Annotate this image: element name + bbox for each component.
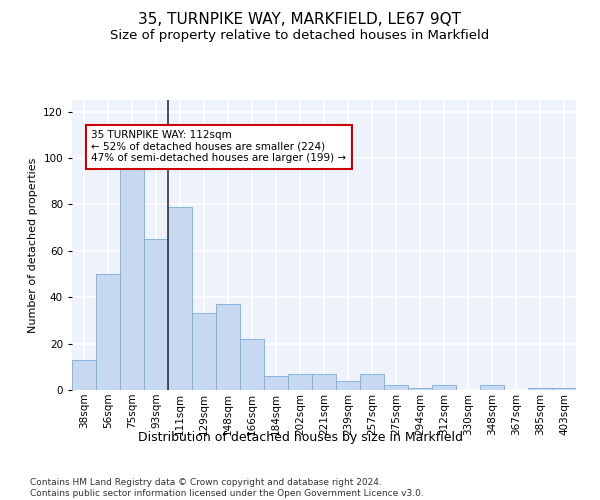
Bar — [288, 374, 312, 390]
Bar — [528, 388, 552, 390]
Bar — [264, 376, 288, 390]
Text: Size of property relative to detached houses in Markfield: Size of property relative to detached ho… — [110, 29, 490, 42]
Bar — [312, 374, 336, 390]
Bar — [552, 388, 576, 390]
Bar — [432, 386, 456, 390]
Bar — [120, 165, 144, 390]
Bar — [216, 304, 240, 390]
Bar — [480, 386, 504, 390]
Bar — [72, 360, 96, 390]
Text: Distribution of detached houses by size in Markfield: Distribution of detached houses by size … — [137, 431, 463, 444]
Text: 35 TURNPIKE WAY: 112sqm
← 52% of detached houses are smaller (224)
47% of semi-d: 35 TURNPIKE WAY: 112sqm ← 52% of detache… — [91, 130, 346, 164]
Text: Contains HM Land Registry data © Crown copyright and database right 2024.
Contai: Contains HM Land Registry data © Crown c… — [30, 478, 424, 498]
Bar — [192, 314, 216, 390]
Bar — [384, 386, 408, 390]
Text: 35, TURNPIKE WAY, MARKFIELD, LE67 9QT: 35, TURNPIKE WAY, MARKFIELD, LE67 9QT — [139, 12, 461, 28]
Bar — [96, 274, 120, 390]
Y-axis label: Number of detached properties: Number of detached properties — [28, 158, 38, 332]
Bar — [360, 374, 384, 390]
Bar — [144, 239, 168, 390]
Bar — [240, 339, 264, 390]
Bar — [336, 380, 360, 390]
Bar — [408, 388, 432, 390]
Bar — [168, 206, 192, 390]
